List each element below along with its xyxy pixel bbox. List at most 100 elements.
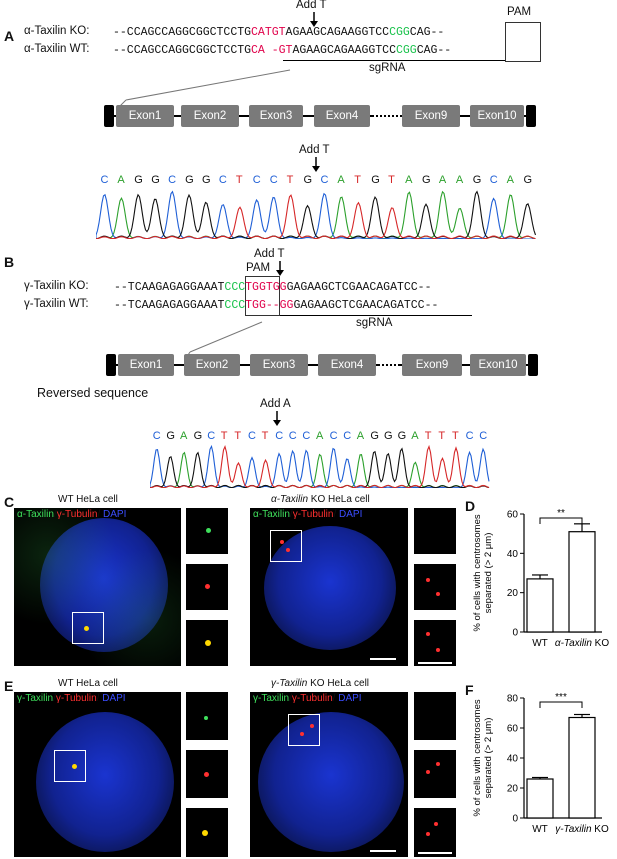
scale-bar <box>370 850 396 852</box>
base-letter: C <box>479 430 488 442</box>
trace-g <box>96 190 536 239</box>
wt-title-e: WT HeLa cell <box>58 678 118 689</box>
channel-legend-e-wt: γ-Taxilin/γ-Tubulin/ DAPI <box>17 693 126 704</box>
gene-map-a: Exon1 Exon2 Exon3 Exon4 Exon9 Exon10 <box>0 105 617 127</box>
y-tick-label: 60 <box>507 724 519 735</box>
significance-bracket <box>539 517 583 524</box>
selection-box <box>270 530 302 562</box>
exon4-block: Exon4 <box>318 354 376 376</box>
arrow-down-icon <box>312 157 320 172</box>
exon10-block: Exon10 <box>470 105 524 127</box>
y-tick-label: 20 <box>507 588 519 599</box>
micrograph-wt-e: γ-Taxilin/γ-Tubulin/ DAPI <box>14 692 181 857</box>
trace-c <box>150 444 490 488</box>
significance-bracket <box>539 701 583 708</box>
base-letter: A <box>405 174 413 186</box>
x-tick-label: γ-Taxilin KO <box>555 824 609 835</box>
base-letter: G <box>151 174 160 186</box>
base-letter: T <box>286 174 294 186</box>
y-tick-label: 40 <box>507 549 519 560</box>
bar <box>526 578 554 633</box>
micrograph-wt-c: α-Taxilin/γ-Tubulin/ DAPI <box>14 508 181 666</box>
panel-letter-c: C <box>4 494 15 510</box>
base-letter: C <box>100 174 109 186</box>
arrow-down-icon <box>273 411 281 426</box>
channel-legend-c-wt: α-Taxilin/γ-Tubulin/ DAPI <box>17 509 127 520</box>
base-letter: G <box>472 174 482 186</box>
inset-merge-ko-c <box>414 620 456 666</box>
base-letter: C <box>302 430 311 442</box>
panel-letter-a: A <box>4 28 15 44</box>
significance-label: ** <box>557 508 565 519</box>
arrow-down-icon <box>310 12 318 27</box>
base-letter: A <box>455 174 464 186</box>
base-letter: G <box>202 174 211 186</box>
base-letter: G <box>166 430 175 442</box>
selection-box <box>288 714 320 746</box>
base-letter: T <box>234 430 242 442</box>
base-letter: T <box>424 430 432 442</box>
micrograph-ko-e: γ-Taxilin/γ-Tubulin/ DAPI <box>250 692 408 857</box>
channel-legend-e-ko: γ-Taxilin/γ-Tubulin/ DAPI <box>253 693 362 704</box>
micrograph-ko-c: α-Taxilin/γ-Tubulin/ DAPI <box>250 508 408 666</box>
trace-c <box>96 190 536 239</box>
base-letter: G <box>134 174 143 186</box>
pam-box-a <box>505 22 541 62</box>
y-axis-label: separated (> 2 μm) <box>483 718 494 799</box>
trace-t <box>150 444 490 488</box>
alpha-wt-sequence: --CCAGCCAGGCGGCTCCTGCA -GTAGAAGCAGAAGGTC… <box>113 44 452 57</box>
inset-green-wt-e <box>186 692 228 740</box>
base-letter: C <box>343 430 352 442</box>
zoom-lines-a <box>119 69 291 107</box>
base-letter: C <box>275 430 284 442</box>
base-letter: G <box>193 430 203 442</box>
y-axis-label: % of cells with centrosomes <box>472 514 483 631</box>
gamma-ko-sequence: --TCAAGAGAGGAAATCCCTGGTGGGAGAAGCTCGAACAG… <box>114 281 432 294</box>
pam-label-a: PAM <box>507 6 532 18</box>
add-t-label-a: Add T <box>296 0 327 11</box>
base-letter: C <box>329 430 338 442</box>
y-tick-label: 20 <box>507 784 519 795</box>
base-letter: C <box>248 430 256 442</box>
exon4-block: Exon4 <box>314 105 370 127</box>
chrom-add-label-b: Add A <box>260 398 291 410</box>
gamma-wt-sequence: --TCAAGAGAGGAAATCCCTGG--GGGAGAAGCTCGAACA… <box>114 299 439 312</box>
bar-chart-d: % of cells with centrosomes separated (> … <box>472 508 609 649</box>
bar-chart-f: % of cells with centrosomes separated (> … <box>472 692 609 835</box>
base-letter: T <box>261 430 269 442</box>
sgrna-underline-a <box>283 60 505 61</box>
exon3-block: Exon3 <box>250 354 308 376</box>
reversed-sequence-label: Reversed sequence <box>37 386 149 400</box>
base-letter: G <box>422 174 431 186</box>
base-letter: C <box>218 174 227 186</box>
base-letter: T <box>235 174 243 186</box>
inset-merge-wt-c <box>186 620 228 666</box>
gamma-ko-label: γ-Taxilin KO: <box>24 280 89 292</box>
pam-box-b <box>245 276 280 316</box>
selection-box <box>72 612 104 644</box>
y-axis-label: separated (> 2 μm) <box>483 533 494 614</box>
exon3-block: Exon3 <box>249 105 303 127</box>
base-letter: A <box>411 430 419 442</box>
channel-legend-c-ko: α-Taxilin/γ-Tubulin/ DAPI <box>253 509 363 520</box>
base-letter: A <box>316 430 324 442</box>
gamma-wt-label: γ-Taxilin WT: <box>24 298 89 310</box>
base-letter: T <box>220 430 228 442</box>
x-tick-label: α-Taxilin KO <box>555 638 609 649</box>
base-letter: G <box>370 430 379 442</box>
panel-letter-b: B <box>4 254 15 270</box>
inset-red-ko-c <box>414 564 456 610</box>
exon2-block: Exon2 <box>181 105 239 127</box>
y-tick-label: 0 <box>512 814 518 825</box>
base-letter: G <box>523 174 533 186</box>
base-letter: C <box>152 430 161 442</box>
base-letter: C <box>288 430 297 442</box>
alpha-ko-label: α-Taxilin KO: <box>24 25 90 37</box>
panel-letter-f: F <box>465 682 474 698</box>
base-letter: C <box>465 430 474 442</box>
y-tick-label: 40 <box>507 754 519 765</box>
base-letter: C <box>168 174 177 186</box>
gene-map-b: Exon1 Exon2 Exon3 Exon4 Exon9 Exon10 <box>0 354 617 376</box>
sgrna-label-a: sgRNA <box>369 62 406 74</box>
